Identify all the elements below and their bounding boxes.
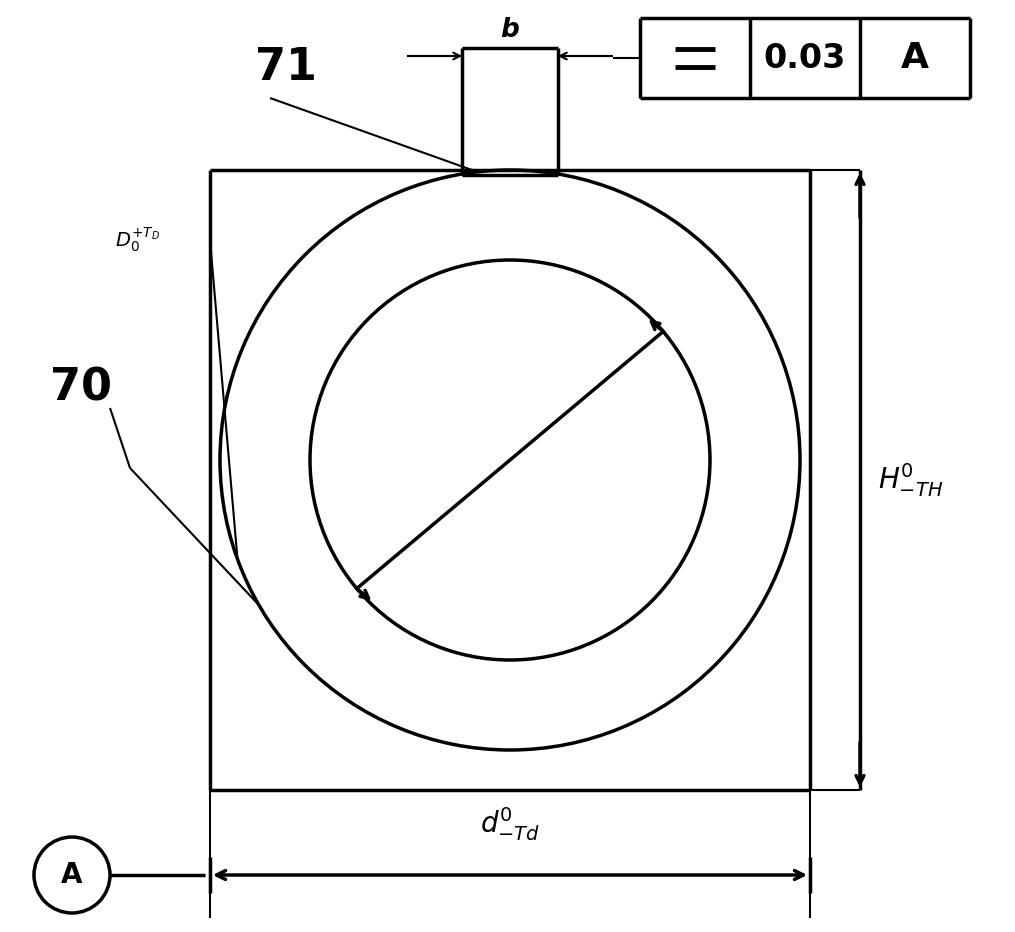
Text: 71: 71 [255, 47, 317, 89]
Text: 0.03: 0.03 [764, 42, 847, 75]
Text: 70: 70 [50, 366, 112, 409]
Text: b: b [500, 17, 520, 43]
Text: $H_{-TH}^0$: $H_{-TH}^0$ [878, 461, 943, 499]
Text: $D_0^{+T_D}$: $D_0^{+T_D}$ [115, 226, 160, 254]
Text: $d_{-Td}^0$: $d_{-Td}^0$ [480, 805, 540, 843]
Text: A: A [61, 861, 83, 889]
Text: A: A [901, 41, 929, 75]
